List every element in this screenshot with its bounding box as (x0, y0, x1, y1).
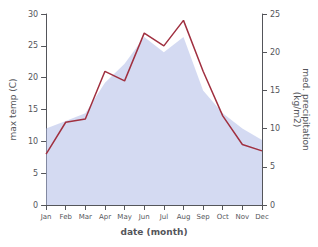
svg-text:10: 10 (270, 124, 280, 133)
svg-text:Dec: Dec (255, 213, 269, 221)
svg-text:Mar: Mar (79, 213, 92, 221)
svg-text:date (month): date (month) (121, 227, 188, 237)
svg-text:Jun: Jun (138, 213, 150, 221)
svg-text:max temp (C): max temp (C) (8, 78, 18, 140)
svg-text:Nov: Nov (236, 213, 250, 221)
svg-text:Sep: Sep (197, 213, 211, 221)
svg-text:5: 5 (270, 162, 275, 171)
svg-text:15: 15 (270, 86, 280, 95)
svg-text:May: May (117, 213, 131, 221)
svg-text:Jan: Jan (40, 213, 52, 221)
svg-text:0: 0 (270, 201, 275, 210)
svg-text:Aug: Aug (177, 213, 191, 221)
svg-text:Apr: Apr (99, 213, 111, 221)
svg-text:10: 10 (28, 137, 38, 146)
svg-text:med. precipitation: med. precipitation (300, 68, 311, 151)
svg-text:20: 20 (270, 48, 280, 57)
svg-text:5: 5 (33, 169, 38, 178)
svg-text:25: 25 (28, 41, 38, 50)
svg-text:Feb: Feb (60, 213, 73, 221)
svg-text:0: 0 (33, 201, 38, 210)
svg-text:25: 25 (270, 10, 280, 19)
svg-text:15: 15 (28, 105, 38, 114)
svg-text:Jul: Jul (159, 213, 169, 221)
svg-text:(kg/m2): (kg/m2) (292, 92, 302, 127)
svg-text:Oct: Oct (217, 213, 229, 221)
svg-text:30: 30 (28, 10, 38, 19)
svg-text:20: 20 (28, 73, 38, 82)
